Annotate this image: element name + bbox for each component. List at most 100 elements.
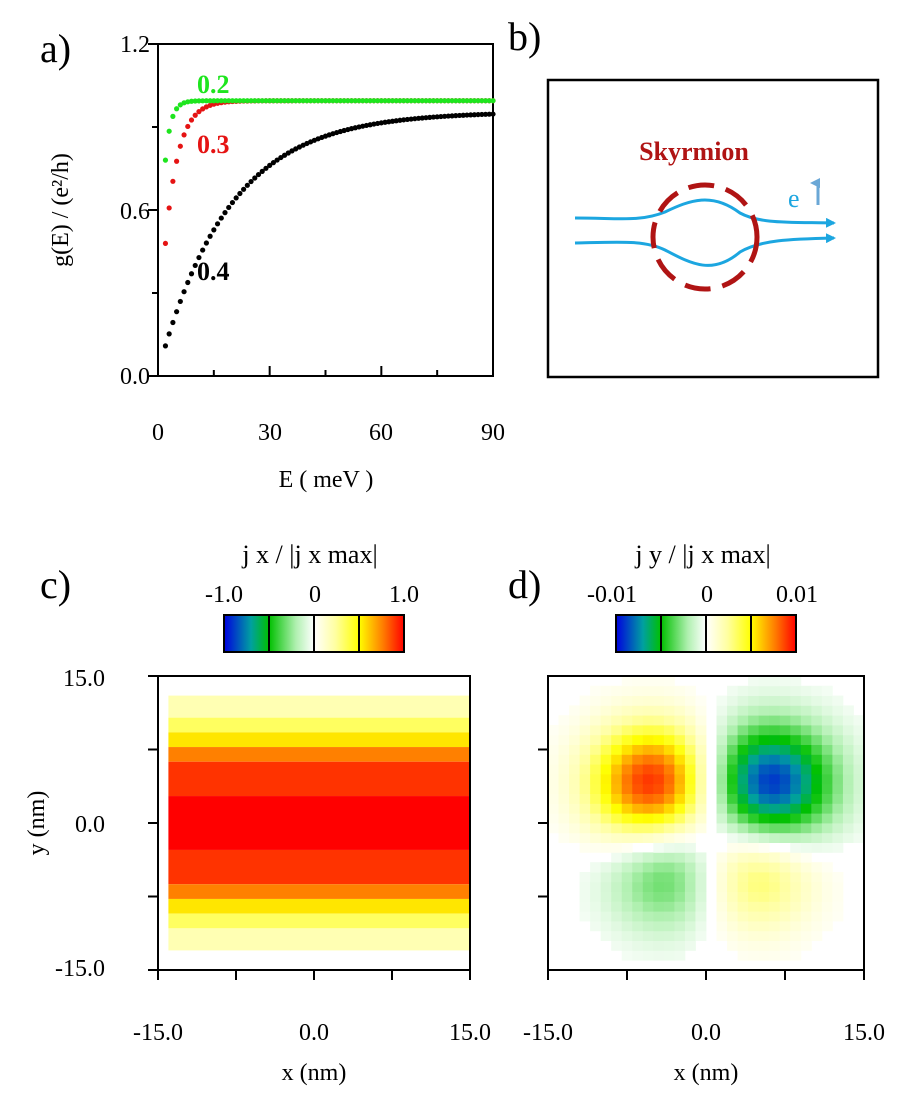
heatmap-cell (821, 891, 833, 902)
heatmap-cell (684, 744, 696, 755)
heatmap-cell (590, 832, 602, 843)
data-point (226, 204, 232, 211)
data-point (453, 113, 459, 119)
heatmap-cell (695, 813, 707, 824)
heatmap-cell (727, 852, 738, 863)
panel-d: d) j y / |j x max| -0.01 0 0.01 -15.0 0.… (508, 540, 885, 1086)
heatmap-cell (748, 676, 760, 687)
heatmap-cell (737, 881, 749, 892)
data-point (196, 254, 202, 261)
heatmap-cell (600, 842, 612, 853)
heatmap-cell (611, 685, 623, 696)
heatmap-row (168, 796, 470, 850)
heatmap-cell (727, 793, 738, 804)
heatmap-cell (674, 764, 686, 775)
heatmap-cell (674, 734, 686, 745)
heatmap-cell (663, 754, 675, 765)
heatmap-cell (779, 940, 791, 951)
heatmap-cell (663, 764, 675, 775)
heatmap-cell (790, 783, 802, 794)
heatmap-cell (748, 901, 760, 912)
heatmap-cell (674, 823, 686, 834)
heatmap-cell (727, 921, 738, 932)
data-point (248, 98, 254, 104)
data-point (281, 98, 288, 104)
heatmap-cell (653, 842, 665, 853)
heatmap-cell (674, 921, 686, 932)
heatmap-cell (653, 754, 665, 765)
heatmap-cell (632, 823, 644, 834)
heatmap-cell (842, 793, 854, 804)
heatmap-cell (674, 695, 686, 706)
heatmap-cell (611, 695, 623, 706)
heatmap-cell (821, 872, 833, 883)
heatmap-cell (769, 921, 781, 932)
heatmap-cell (674, 685, 686, 696)
heatmap-cell (779, 764, 791, 775)
heatmap-cell (779, 901, 791, 912)
heatmap-cell (832, 901, 844, 912)
heatmap-cell (653, 823, 665, 834)
heatmap-cell (611, 911, 623, 922)
heatmap-cell (811, 705, 823, 716)
heatmap-cell (758, 901, 770, 912)
heatmap-cell (790, 764, 802, 775)
heatmap-cell (663, 813, 675, 824)
heatmap-cell (790, 823, 802, 834)
heatmap-cell (548, 764, 559, 775)
heatmap-cell (684, 852, 696, 863)
data-point (430, 98, 437, 104)
heatmap-cell (748, 725, 760, 736)
heatmap-cell (684, 695, 696, 706)
heatmap-cell (758, 685, 770, 696)
data-point (237, 190, 243, 197)
heatmap-cell (590, 901, 602, 912)
heatmap-cell (674, 930, 686, 941)
heatmap-cell (621, 832, 633, 843)
heatmap-cell (653, 734, 665, 745)
heatmap-cell (811, 823, 823, 834)
heatmap-cell (748, 832, 760, 843)
heatmap-cell (632, 911, 644, 922)
heatmap-cell (684, 842, 696, 853)
data-point (255, 98, 262, 104)
data-point (311, 98, 317, 104)
heatmap-cell (611, 832, 623, 843)
heatmap-cell (832, 832, 844, 843)
data-point (308, 98, 314, 104)
panel-b-label: b) (508, 14, 541, 59)
heatmap-cell (748, 744, 760, 755)
heatmap-cell (853, 813, 865, 824)
heatmap-cell (758, 823, 770, 834)
heatmap-cell (695, 705, 707, 716)
data-point (419, 98, 425, 104)
data-point (397, 98, 403, 104)
heatmap-cell (790, 676, 802, 687)
heatmap-cell (663, 950, 675, 961)
heatmap-cell (800, 921, 812, 932)
heatmap-cell (632, 803, 644, 814)
heatmap-cell (811, 725, 823, 736)
heatmap-cell (642, 783, 654, 794)
data-point (185, 279, 191, 286)
data-point (229, 199, 236, 206)
heatmap-cell (716, 852, 728, 863)
data-point (170, 319, 176, 326)
heatmap-cell (737, 685, 749, 696)
heatmap-cell (653, 852, 665, 863)
heatmap-cell (579, 705, 591, 716)
heatmap-cell (811, 862, 823, 873)
heatmap-cell (632, 950, 644, 961)
data-point (185, 123, 191, 130)
heatmap-cell (632, 734, 644, 745)
heatmap-cell (821, 911, 833, 922)
heatmap-cell (653, 803, 665, 814)
heatmap-cell (653, 881, 665, 892)
heatmap-cell (600, 754, 612, 765)
heatmap-cell (684, 832, 696, 843)
heatmap-cell (684, 921, 696, 932)
heatmap-cell (695, 774, 707, 785)
panel-a-data (162, 98, 496, 349)
heatmap-cell (821, 744, 833, 755)
heatmap-cell (811, 774, 823, 785)
